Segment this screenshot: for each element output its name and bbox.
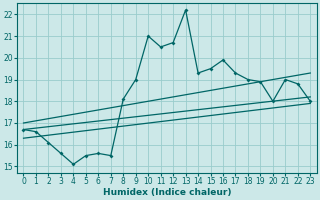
- X-axis label: Humidex (Indice chaleur): Humidex (Indice chaleur): [103, 188, 231, 197]
